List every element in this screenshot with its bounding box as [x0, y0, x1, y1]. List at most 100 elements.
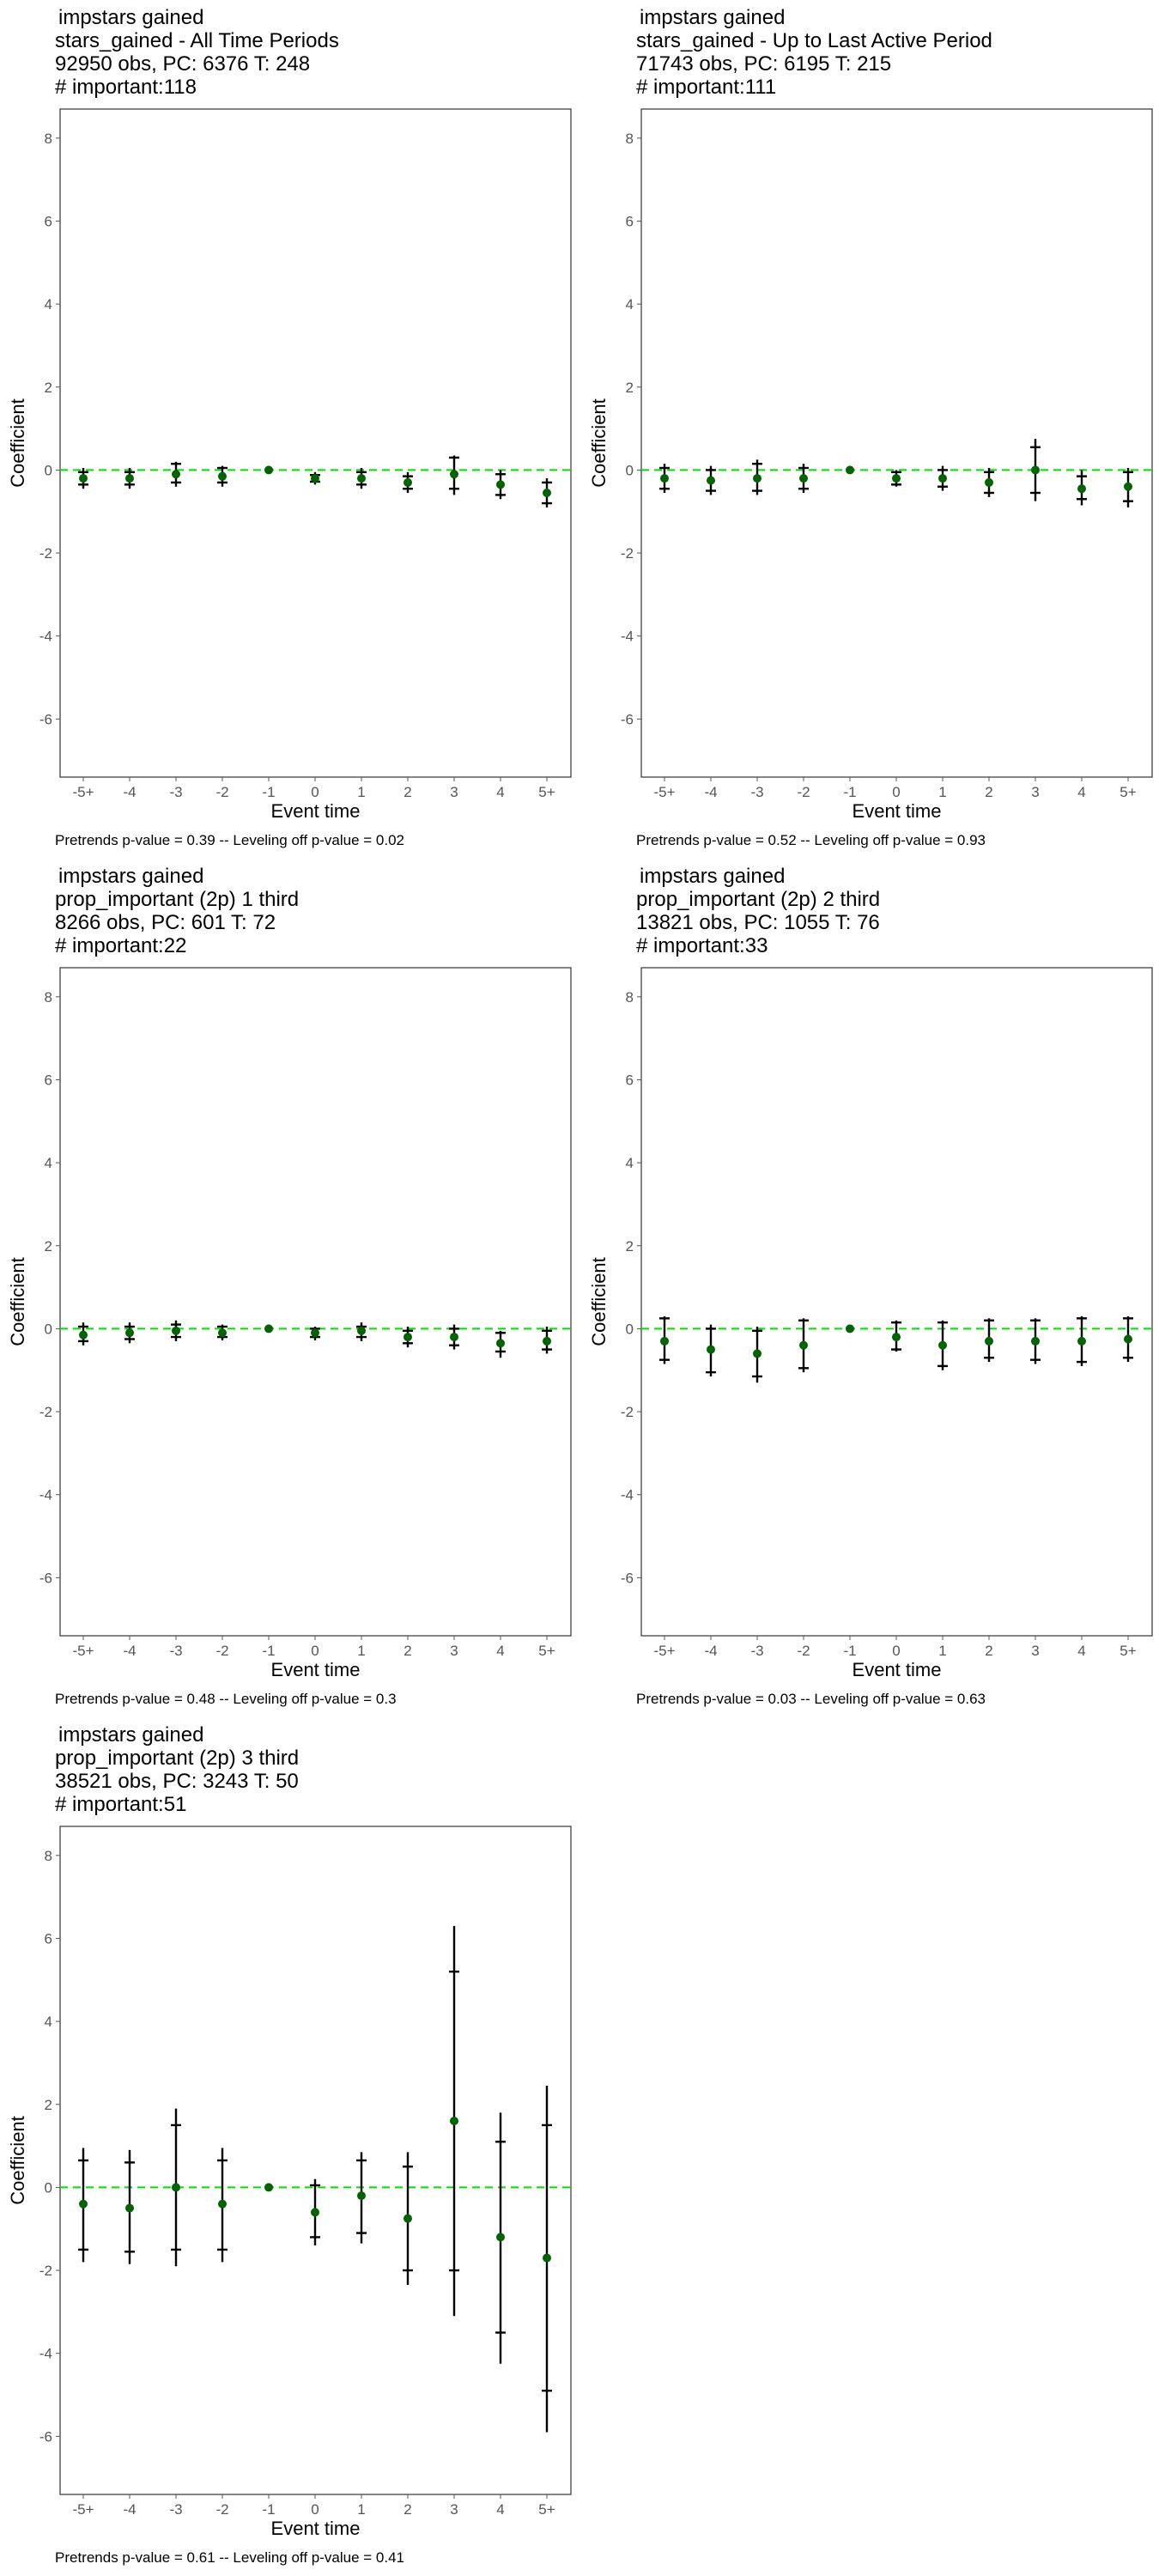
chart-title-line: 13821 obs, PC: 1055 T: 76 — [636, 911, 880, 934]
coefficient-point — [404, 2214, 412, 2223]
coefficient-point — [799, 1340, 808, 1350]
coefficient-point — [985, 477, 993, 487]
y-tick-label: -4 — [39, 629, 52, 645]
x-tick-label: 0 — [892, 784, 900, 800]
y-tick-label: 6 — [45, 1072, 52, 1088]
y-tick-label: 2 — [45, 1238, 52, 1255]
coefficient-point — [311, 1328, 319, 1338]
coefficient-point — [357, 474, 366, 483]
x-tick-label: 4 — [496, 2501, 504, 2518]
coefficient-point — [799, 474, 808, 483]
coefficient-point — [1077, 1336, 1086, 1346]
chart-title-line: # important:51 — [55, 1793, 186, 1816]
coefficient-point — [172, 1326, 180, 1335]
coefficient-point — [218, 471, 227, 481]
coefficient-point — [846, 1324, 854, 1334]
coefficient-point — [707, 1345, 715, 1354]
plot-area — [59, 967, 572, 1637]
coefficient-point — [753, 474, 762, 483]
x-tick-label: 1 — [357, 2501, 365, 2518]
x-tick-label: -3 — [169, 2501, 182, 2518]
chart-title-line: stars_gained - All Time Periods — [55, 29, 339, 52]
chart-title-line: 38521 obs, PC: 3243 T: 50 — [55, 1770, 299, 1793]
x-tick-label: 0 — [311, 1643, 319, 1659]
coefficient-point — [264, 1324, 273, 1334]
x-tick-label: -4 — [123, 1643, 136, 1659]
y-axis-title: Coefficient — [7, 1257, 28, 1346]
plot-area — [640, 967, 1153, 1637]
x-tick-label: 0 — [311, 784, 319, 800]
y-tick-label: -6 — [39, 711, 52, 727]
coefficient-point — [938, 474, 947, 483]
x-tick-label: 1 — [357, 1643, 365, 1659]
y-axis-title: Coefficient — [588, 398, 610, 488]
x-tick-label: 2 — [404, 2501, 411, 2518]
y-tick-label: 8 — [626, 989, 634, 1005]
y-tick-label: 2 — [45, 380, 52, 396]
coefficient-point — [404, 1333, 412, 1342]
x-tick-label: 2 — [985, 784, 992, 800]
y-tick-label: 8 — [626, 131, 634, 147]
x-tick-label: 2 — [404, 1643, 411, 1659]
x-tick-label: 5+ — [1120, 1643, 1136, 1659]
x-tick-label: -2 — [215, 2501, 228, 2518]
x-tick-label: -2 — [797, 784, 810, 800]
y-tick-label: 0 — [45, 1321, 52, 1337]
y-tick-label: 4 — [45, 1155, 52, 1171]
x-tick-label: 0 — [892, 1643, 900, 1659]
y-tick-label: -4 — [39, 1487, 52, 1504]
chart-title-line: impstars gained — [58, 865, 203, 888]
x-tick-label: 3 — [1031, 1643, 1039, 1659]
x-tick-label: 3 — [450, 2501, 458, 2518]
coefficient-point — [311, 2208, 319, 2217]
chart-title-line: 92950 obs, PC: 6376 T: 248 — [55, 52, 310, 76]
x-tick-label: -5+ — [653, 1643, 675, 1659]
coefficient-point — [404, 477, 412, 487]
coefficient-point — [79, 474, 88, 483]
coefficient-point — [938, 1340, 947, 1350]
y-axis-title: Coefficient — [7, 398, 28, 488]
coefficient-point — [311, 474, 319, 483]
coefficient-point — [450, 470, 458, 479]
x-tick-label: 1 — [357, 784, 365, 800]
x-tick-label: 5+ — [538, 1643, 555, 1659]
x-tick-label: 4 — [496, 784, 504, 800]
x-tick-label: -5+ — [72, 1643, 94, 1659]
chart-title-line: stars_gained - Up to Last Active Period — [636, 29, 992, 52]
chart-title-line: prop_important (2p) 3 third — [55, 1747, 299, 1770]
coefficient-point — [892, 1333, 901, 1342]
x-tick-label: -3 — [169, 1643, 182, 1659]
x-axis-title: Event time — [853, 1659, 942, 1680]
chart-footnote: Pretrends p-value = 0.39 -- Leveling off… — [55, 832, 404, 848]
x-tick-label: -3 — [750, 784, 763, 800]
coefficient-point — [125, 1328, 134, 1338]
y-tick-label: -4 — [621, 629, 634, 645]
x-tick-label: -2 — [215, 784, 228, 800]
plot-area — [59, 108, 572, 778]
x-tick-label: 4 — [496, 1643, 504, 1659]
x-tick-label: -5+ — [72, 784, 94, 800]
chart-title-line: prop_important (2p) 2 third — [636, 888, 880, 911]
x-tick-label: 4 — [1077, 784, 1085, 800]
x-tick-label: -5+ — [653, 784, 675, 800]
coefficient-point — [660, 474, 669, 483]
x-tick-label: -4 — [704, 784, 717, 800]
chart-footnote: Pretrends p-value = 0.61 -- Leveling off… — [55, 2549, 404, 2566]
x-tick-label: 5+ — [1120, 784, 1136, 800]
y-tick-label: 8 — [45, 989, 52, 1005]
x-tick-label: 4 — [1077, 1643, 1085, 1659]
chart-title-line: # important:33 — [636, 934, 768, 957]
y-tick-label: -6 — [39, 1570, 52, 1586]
plot-area — [59, 1826, 572, 2495]
coefficient-point — [753, 1349, 762, 1358]
chart-footnote: Pretrends p-value = 0.52 -- Leveling off… — [636, 832, 986, 848]
x-tick-label: 3 — [450, 1643, 458, 1659]
coefficient-point — [985, 1336, 993, 1346]
coefficient-point — [1031, 465, 1040, 475]
x-tick-label: 0 — [311, 2501, 319, 2518]
coefficient-point — [264, 465, 273, 475]
y-tick-label: -2 — [39, 2263, 52, 2279]
y-tick-label: 0 — [626, 1321, 634, 1337]
